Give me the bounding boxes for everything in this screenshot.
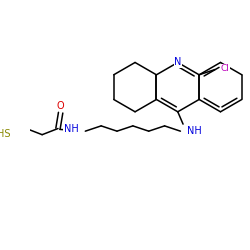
- Text: Cl: Cl: [220, 64, 229, 73]
- Text: NH: NH: [188, 126, 202, 136]
- Text: N: N: [174, 58, 182, 68]
- Text: NH: NH: [64, 124, 78, 134]
- Text: NH: NH: [64, 124, 78, 134]
- Text: O: O: [57, 100, 64, 110]
- Text: N: N: [174, 58, 182, 68]
- Text: HS: HS: [0, 129, 10, 139]
- Text: Cl: Cl: [220, 64, 229, 73]
- Text: O: O: [57, 100, 64, 110]
- Text: NH: NH: [188, 126, 202, 136]
- Text: HS: HS: [0, 129, 10, 139]
